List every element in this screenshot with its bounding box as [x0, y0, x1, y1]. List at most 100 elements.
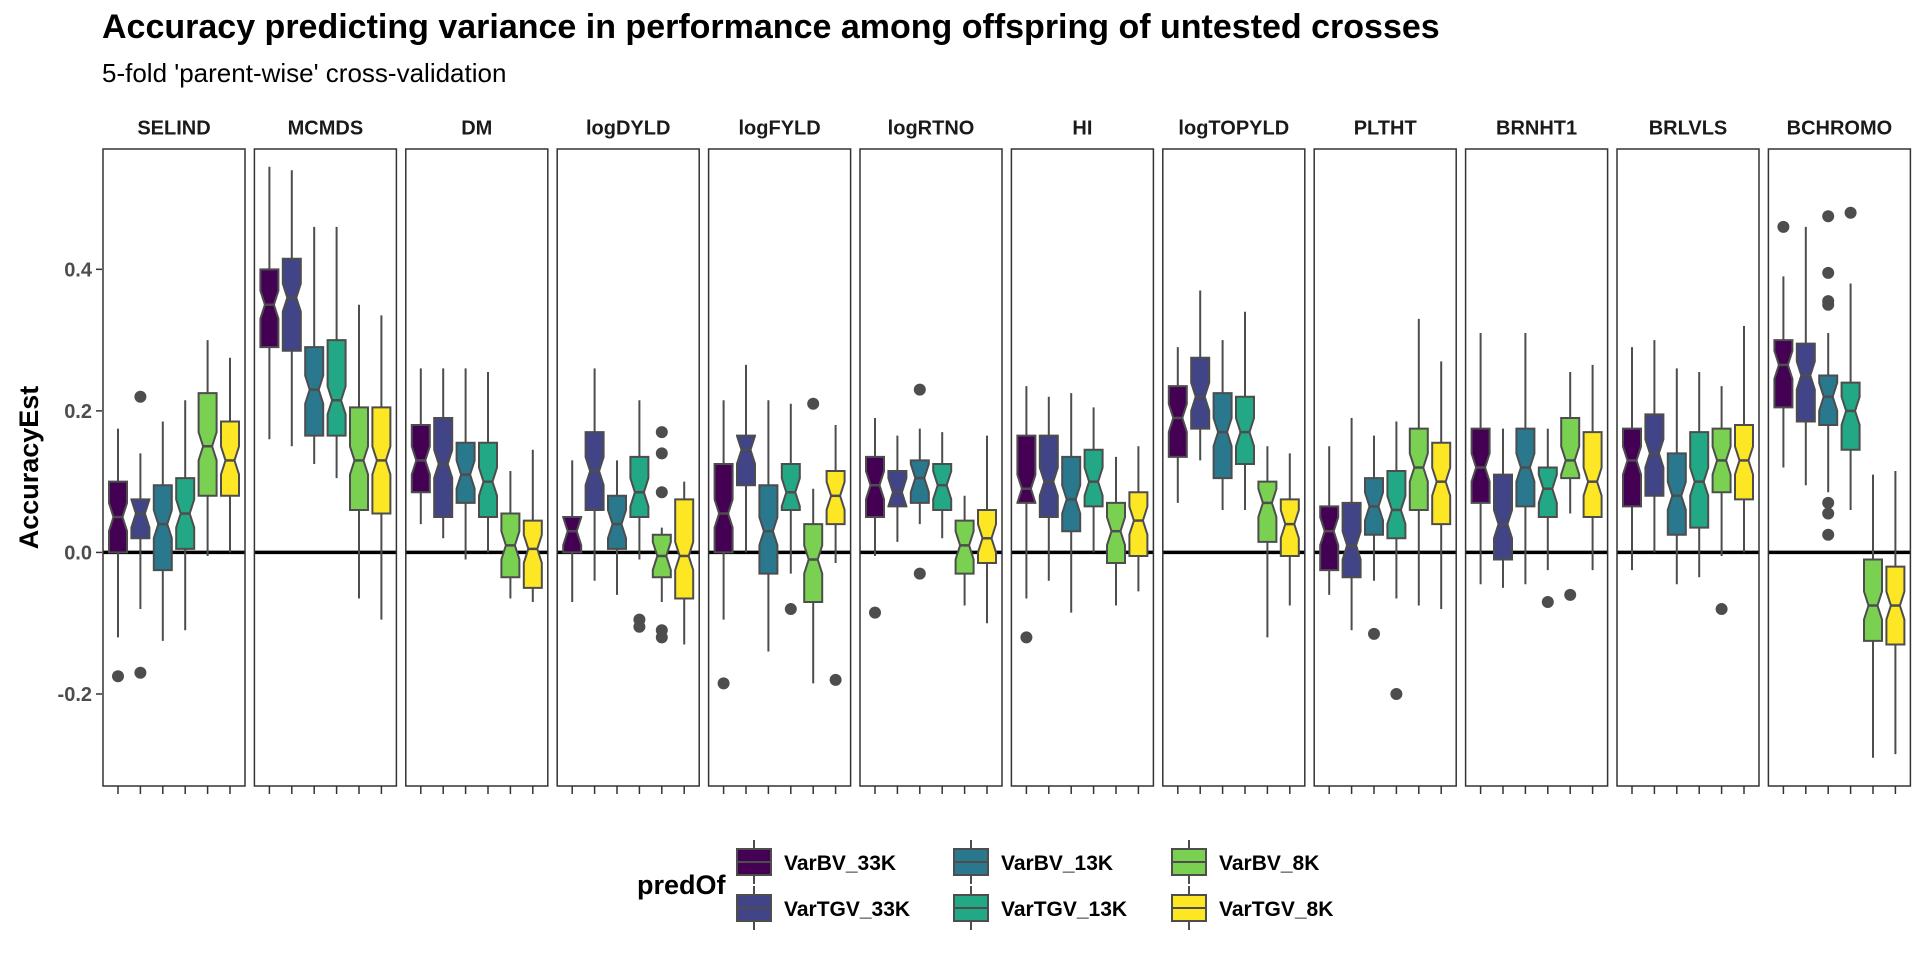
box-body	[1167, 385, 1188, 458]
outlier-point	[913, 567, 926, 580]
box-body	[1818, 374, 1839, 427]
box-body	[1622, 427, 1642, 508]
outlier-point	[655, 486, 668, 499]
outlier-point	[1822, 298, 1835, 311]
y-axis-title: AccuracyEst	[14, 386, 44, 550]
box-body	[220, 420, 240, 497]
box-body	[1582, 431, 1603, 519]
outlier-point	[829, 673, 842, 686]
outlier-point	[1822, 528, 1835, 541]
box-body	[1386, 470, 1407, 540]
outlier-point	[655, 447, 668, 460]
outlier-point	[1390, 687, 1403, 700]
box-body	[130, 498, 151, 540]
outlier-point	[1844, 206, 1857, 219]
outlier-point	[1822, 507, 1835, 520]
legend-label: VarBV_13K	[1001, 852, 1113, 875]
box-body	[152, 484, 173, 572]
box-body	[1061, 455, 1082, 533]
outlier-point	[1541, 595, 1554, 608]
box-body	[1341, 501, 1362, 579]
legend-label: VarTGV_13K	[1001, 898, 1127, 921]
box-body	[932, 462, 953, 511]
box-body	[478, 441, 498, 519]
box-body	[736, 434, 756, 487]
y-tick-label: 0.0	[64, 542, 92, 564]
y-tick-label: -0.2	[58, 684, 92, 706]
box-body	[522, 519, 543, 589]
legend-label: VarTGV_8K	[1219, 898, 1333, 921]
outlier-point	[869, 606, 881, 619]
box-body	[1038, 434, 1059, 519]
chart-subtitle: 5-fold 'parent-wise' cross-validation	[102, 58, 507, 88]
box-body	[629, 455, 650, 519]
box-body	[562, 516, 583, 554]
outlier-point	[1822, 266, 1835, 279]
box-body	[825, 470, 846, 526]
facet-label: logRTNO	[888, 118, 975, 140]
outlier-point	[112, 670, 124, 683]
box-body	[865, 455, 885, 519]
facet-label: HI	[1072, 118, 1092, 140]
box-body	[1666, 452, 1687, 536]
facet-panel	[1617, 149, 1759, 786]
box-body	[1257, 480, 1278, 543]
box-body	[713, 462, 734, 554]
box-body	[1128, 491, 1149, 557]
box-body	[1644, 413, 1665, 497]
legend-label: VarBV_8K	[1219, 852, 1319, 875]
outlier-point	[1777, 220, 1790, 233]
outlier-point	[913, 383, 926, 396]
box-body	[349, 406, 369, 511]
box-body	[1106, 501, 1126, 565]
box-body	[455, 441, 476, 504]
facet-label: logTOPYLD	[1178, 118, 1289, 140]
box-body	[197, 392, 218, 497]
facet-panel	[557, 149, 700, 786]
box-body	[410, 424, 431, 494]
box-body	[674, 498, 695, 600]
facet-panel	[1162, 149, 1305, 786]
outlier-point	[134, 666, 147, 679]
facet-panel-border	[1464, 148, 1609, 787]
legend-title: predOf	[637, 870, 727, 900]
facet-label: SELIND	[137, 118, 210, 140]
facet-panel-border	[707, 148, 852, 787]
box-body	[1560, 416, 1581, 480]
box-body	[259, 268, 280, 349]
box-body	[909, 459, 930, 504]
facet-panel-border	[1616, 148, 1760, 787]
chart-title: Accuracy predicting variance in performa…	[102, 8, 1440, 46]
facet-label: MCMDS	[288, 118, 364, 140]
outlier-point	[1822, 496, 1835, 509]
box-body	[887, 470, 908, 508]
facet-panel-border	[1313, 148, 1457, 787]
box-body	[433, 416, 454, 519]
box-body	[304, 346, 325, 437]
facet-label: PLTHT	[1354, 118, 1417, 140]
box-body	[1863, 558, 1883, 642]
box-body	[1493, 473, 1513, 561]
y-tick-label: 0.2	[64, 401, 92, 423]
box-body	[1773, 339, 1794, 409]
box-body	[1408, 427, 1429, 511]
box-body	[1795, 342, 1816, 423]
box-body	[281, 257, 302, 352]
facet-label: DM	[461, 118, 492, 140]
outlier-point	[1564, 588, 1577, 601]
facet-panel-border	[1162, 148, 1306, 787]
facet-label: BRNHT1	[1496, 118, 1577, 140]
y-tick-label: 0.4	[64, 259, 93, 281]
box-body	[1840, 381, 1861, 451]
facet-label: logFYLD	[738, 118, 820, 140]
box-body	[1537, 466, 1558, 519]
facet-panel	[1768, 149, 1911, 786]
outlier-point	[784, 603, 797, 616]
facet-label: BRLVLS	[1649, 118, 1728, 140]
outlier-point	[1822, 210, 1835, 223]
outlier-point	[1368, 627, 1380, 640]
outlier-point	[1715, 603, 1728, 616]
box-body	[326, 339, 347, 437]
box-body	[607, 494, 627, 550]
